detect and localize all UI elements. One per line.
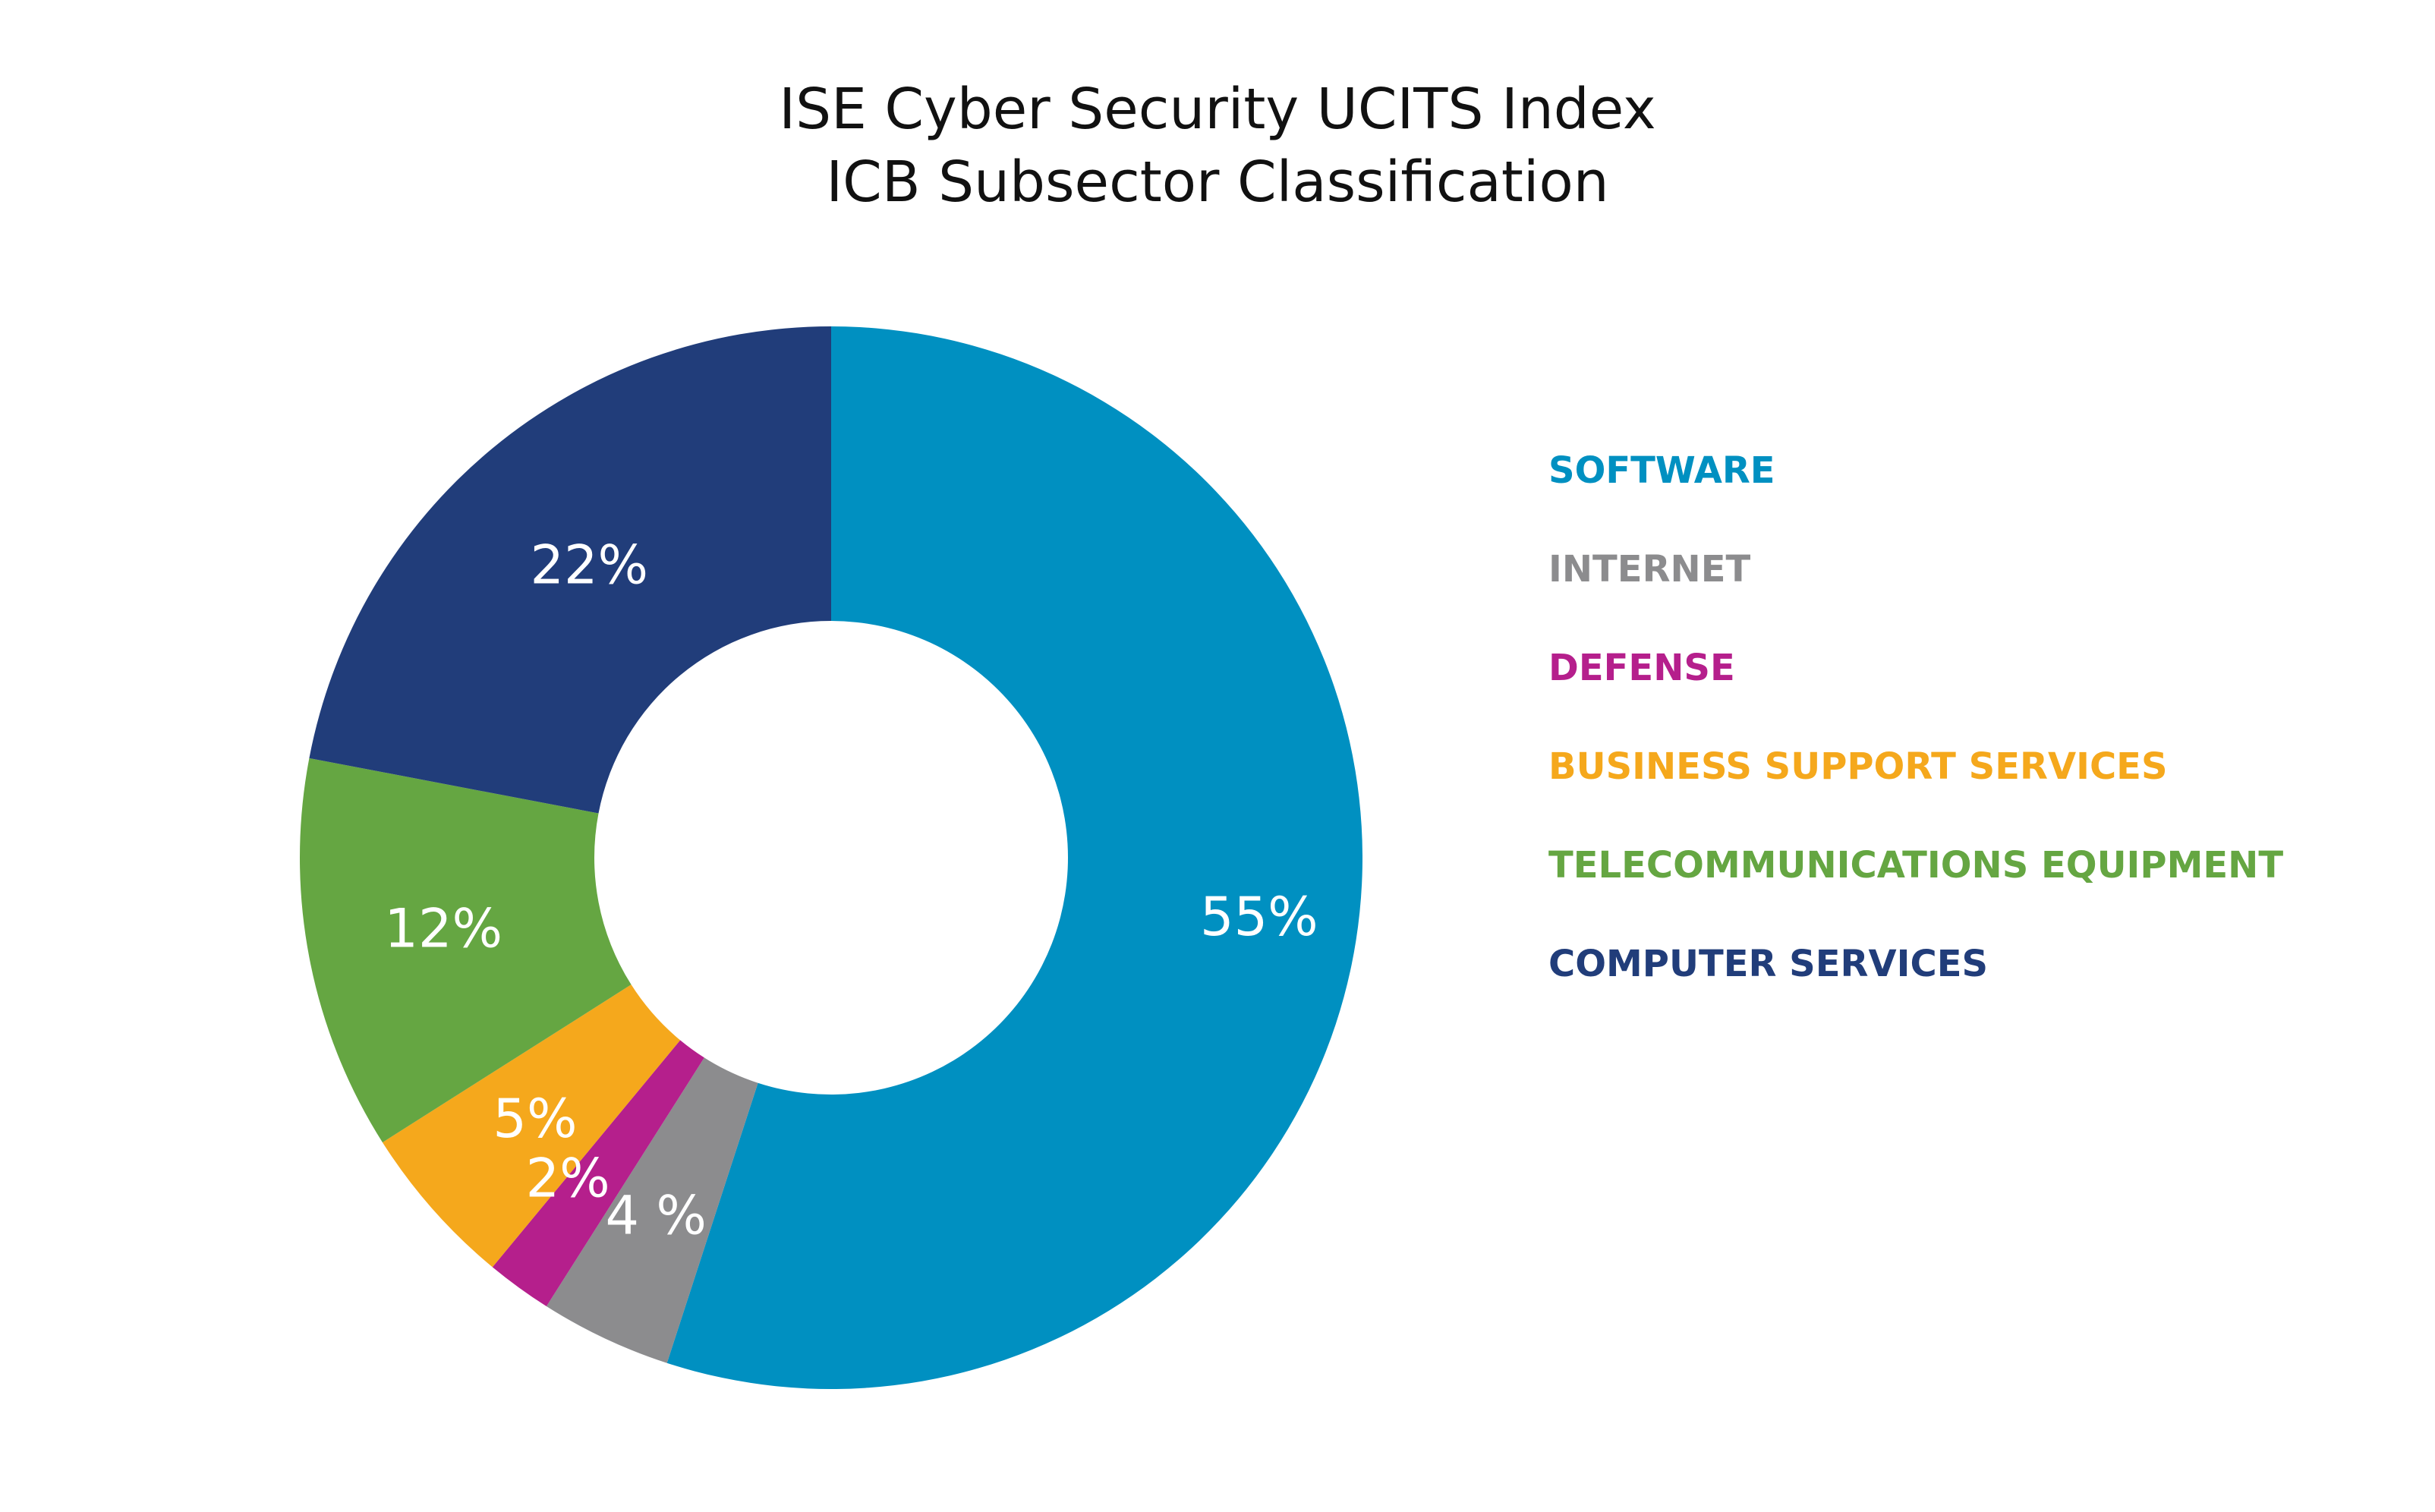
legend-item-computer-services: COMPUTER SERVICES: [1548, 943, 1989, 985]
legend-item-defense: DEFENSE: [1548, 647, 1735, 689]
donut-slice-software: [666, 326, 1362, 1389]
slice-label-computer-services: 22%: [530, 534, 648, 597]
slice-label-internet: 4 %: [606, 1185, 707, 1247]
donut-slices: [299, 326, 1362, 1389]
slice-label-defense: 2%: [526, 1147, 610, 1209]
donut-slice-internet: [546, 1057, 758, 1363]
legend-item-software: SOFTWARE: [1548, 449, 1775, 492]
chart-legend: SOFTWARE INTERNET DEFENSE BUSINESS SUPPO…: [1548, 448, 2283, 1040]
chart-subtitle: ICB Subsector Classification: [826, 150, 1609, 215]
slice-label-telecommunications-equipment: 12%: [384, 897, 502, 959]
donut-slice-defense: [492, 1040, 704, 1307]
donut-slice-labels: 55% 4 %2%5% 12% 22%: [384, 534, 1318, 1247]
donut-slice-business-support-services: [382, 984, 681, 1268]
legend-item-internet: INTERNET: [1548, 548, 1751, 591]
donut-slice-computer-services: [309, 326, 831, 814]
legend-item-telecommunications-equipment: TELECOMMUNICATIONS EQUIPMENT: [1548, 844, 2284, 887]
slice-label-business-support-services: 5%: [493, 1088, 577, 1150]
legend-item-business-support-services: BUSINESS SUPPORT SERVICES: [1548, 745, 2168, 788]
slice-label-software: 55%: [1200, 886, 1318, 948]
chart-title: ISE Cyber Security UCITS Index: [779, 77, 1656, 142]
chart-title-block: ISE Cyber Security UCITS Index ICB Subse…: [0, 73, 2435, 219]
donut-slice-telecommunications-equipment: [299, 758, 632, 1143]
